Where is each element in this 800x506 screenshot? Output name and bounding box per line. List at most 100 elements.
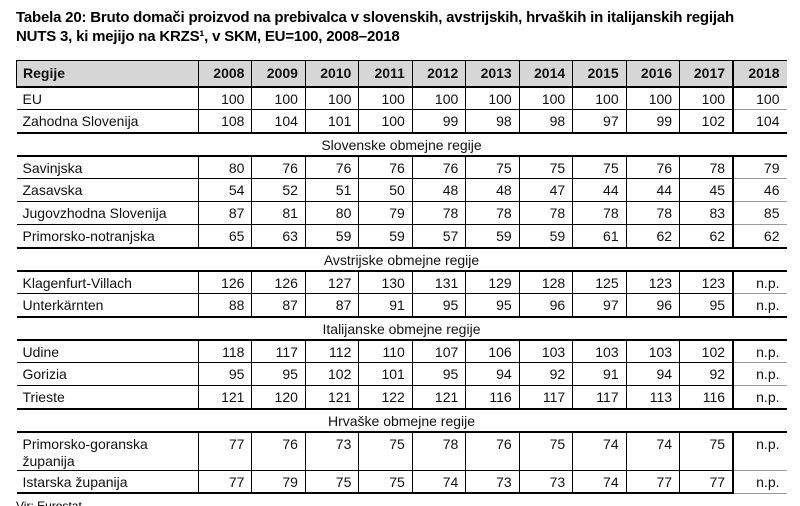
value-cell: 100 <box>679 86 734 110</box>
column-header-year: 2010 <box>304 60 360 88</box>
value-cell: 106 <box>465 339 520 363</box>
value-cell: 75 <box>358 431 413 471</box>
column-header-year: 2014 <box>518 60 574 88</box>
value-cell: 97 <box>572 109 627 133</box>
value-cell: 63 <box>251 224 306 248</box>
value-cell: 79 <box>358 201 413 225</box>
value-cell: 126 <box>198 270 253 294</box>
value-cell: 74 <box>572 470 627 494</box>
value-cell: 121 <box>305 385 360 409</box>
value-cell: n.p. <box>732 339 787 363</box>
value-cell: 126 <box>251 270 306 294</box>
value-cell: 100 <box>626 86 681 110</box>
value-cell: 104 <box>732 109 787 133</box>
table-footer: Vir: Eurostat. Opomba: ¹ Kohezijska regi… <box>16 498 786 506</box>
value-cell: 77 <box>679 470 734 494</box>
value-cell: 103 <box>626 339 681 363</box>
column-header-year: 2011 <box>358 60 413 88</box>
value-cell: 80 <box>198 155 253 179</box>
value-cell: 91 <box>358 293 413 317</box>
value-cell: 99 <box>412 109 467 133</box>
value-cell: 73 <box>519 470 574 494</box>
value-cell: 76 <box>465 431 520 471</box>
table-row: Savinjska 80 76 76 76 76 75 75 75 76 78 79 <box>16 155 787 179</box>
value-cell: 76 <box>626 155 681 179</box>
region-cell: Primorsko-notranjska <box>16 224 199 248</box>
value-cell: 120 <box>251 385 306 409</box>
column-header-year: 2017 <box>679 60 734 88</box>
column-header-year: 2012 <box>411 60 467 88</box>
value-cell: 100 <box>358 86 413 110</box>
value-cell: 121 <box>412 385 467 409</box>
value-cell: 102 <box>679 339 734 363</box>
value-cell: 62 <box>679 224 734 248</box>
value-cell: 87 <box>251 293 306 317</box>
value-cell: 47 <box>519 178 574 202</box>
value-cell: n.p. <box>732 362 787 386</box>
value-cell: 75 <box>358 470 413 494</box>
value-cell: 51 <box>305 178 360 202</box>
value-cell: 48 <box>412 178 467 202</box>
value-cell: 74 <box>412 470 467 494</box>
value-cell: 59 <box>465 224 520 248</box>
value-cell: 127 <box>305 270 360 294</box>
value-cell: 75 <box>572 155 627 179</box>
value-cell: 100 <box>732 86 787 110</box>
value-cell: 95 <box>251 362 306 386</box>
value-cell: 77 <box>198 470 253 494</box>
value-cell: 100 <box>358 109 413 133</box>
value-cell: 118 <box>198 339 253 363</box>
value-cell: 74 <box>626 431 681 471</box>
table-row: Klagenfurt-Villach 126 126 127 130 131 129 128 1… <box>16 270 787 294</box>
value-cell: 59 <box>358 224 413 248</box>
value-cell: 76 <box>251 431 306 471</box>
value-cell: 123 <box>626 270 681 294</box>
value-cell: 75 <box>519 431 574 471</box>
value-cell: 116 <box>465 385 520 409</box>
value-cell: 117 <box>519 385 574 409</box>
value-cell: 76 <box>358 155 413 179</box>
table-title: Tabela 20: Bruto domači proizvod na preb… <box>16 8 790 46</box>
region-cell: Savinjska <box>16 155 199 179</box>
value-cell: n.p. <box>732 385 787 409</box>
value-cell: 102 <box>679 109 734 133</box>
value-cell: 116 <box>679 385 734 409</box>
column-header-region: Regije <box>16 60 199 88</box>
value-cell: 96 <box>626 293 681 317</box>
table-row: EU 100 100 100 100 100 100 100 100 100 100 100 <box>16 86 787 110</box>
section-header: Hrvaške obmejne regije <box>16 407 787 433</box>
value-cell: 107 <box>412 339 467 363</box>
table-row: Istarska županija 77 79 75 75 74 73 73 74 77 77 n.p… <box>16 470 787 494</box>
value-cell: 108 <box>198 109 253 133</box>
value-cell: 103 <box>572 339 627 363</box>
value-cell: 78 <box>465 201 520 225</box>
value-cell: 75 <box>465 155 520 179</box>
value-cell: 80 <box>305 201 360 225</box>
region-cell: Zahodna Slovenija <box>16 109 199 133</box>
value-cell: 88 <box>198 293 253 317</box>
value-cell: 61 <box>572 224 627 248</box>
value-cell: 77 <box>198 431 253 471</box>
value-cell: 130 <box>358 270 413 294</box>
region-cell: Klagenfurt-Villach <box>16 270 199 294</box>
value-cell: 94 <box>465 362 520 386</box>
value-cell: 59 <box>519 224 574 248</box>
value-cell: 76 <box>412 155 467 179</box>
value-cell: 131 <box>412 270 467 294</box>
region-cell: Zasavska <box>16 178 199 202</box>
section-header: Slovenske obmejne regije <box>16 131 787 157</box>
column-header-year: 2016 <box>625 60 681 88</box>
value-cell: 78 <box>412 431 467 471</box>
value-cell: n.p. <box>732 431 787 471</box>
value-cell: 110 <box>358 339 413 363</box>
value-cell: 78 <box>519 201 574 225</box>
value-cell: 87 <box>305 293 360 317</box>
region-cell: Gorizia <box>16 362 199 386</box>
value-cell: 87 <box>198 201 253 225</box>
region-cell: Primorsko-goranska županija <box>16 431 199 471</box>
table-row: Unterkärnten 88 87 87 91 95 95 96 97 96 95 n.p. <box>16 293 787 317</box>
value-cell: 101 <box>305 109 360 133</box>
value-cell: 95 <box>465 293 520 317</box>
value-cell: 100 <box>519 86 574 110</box>
